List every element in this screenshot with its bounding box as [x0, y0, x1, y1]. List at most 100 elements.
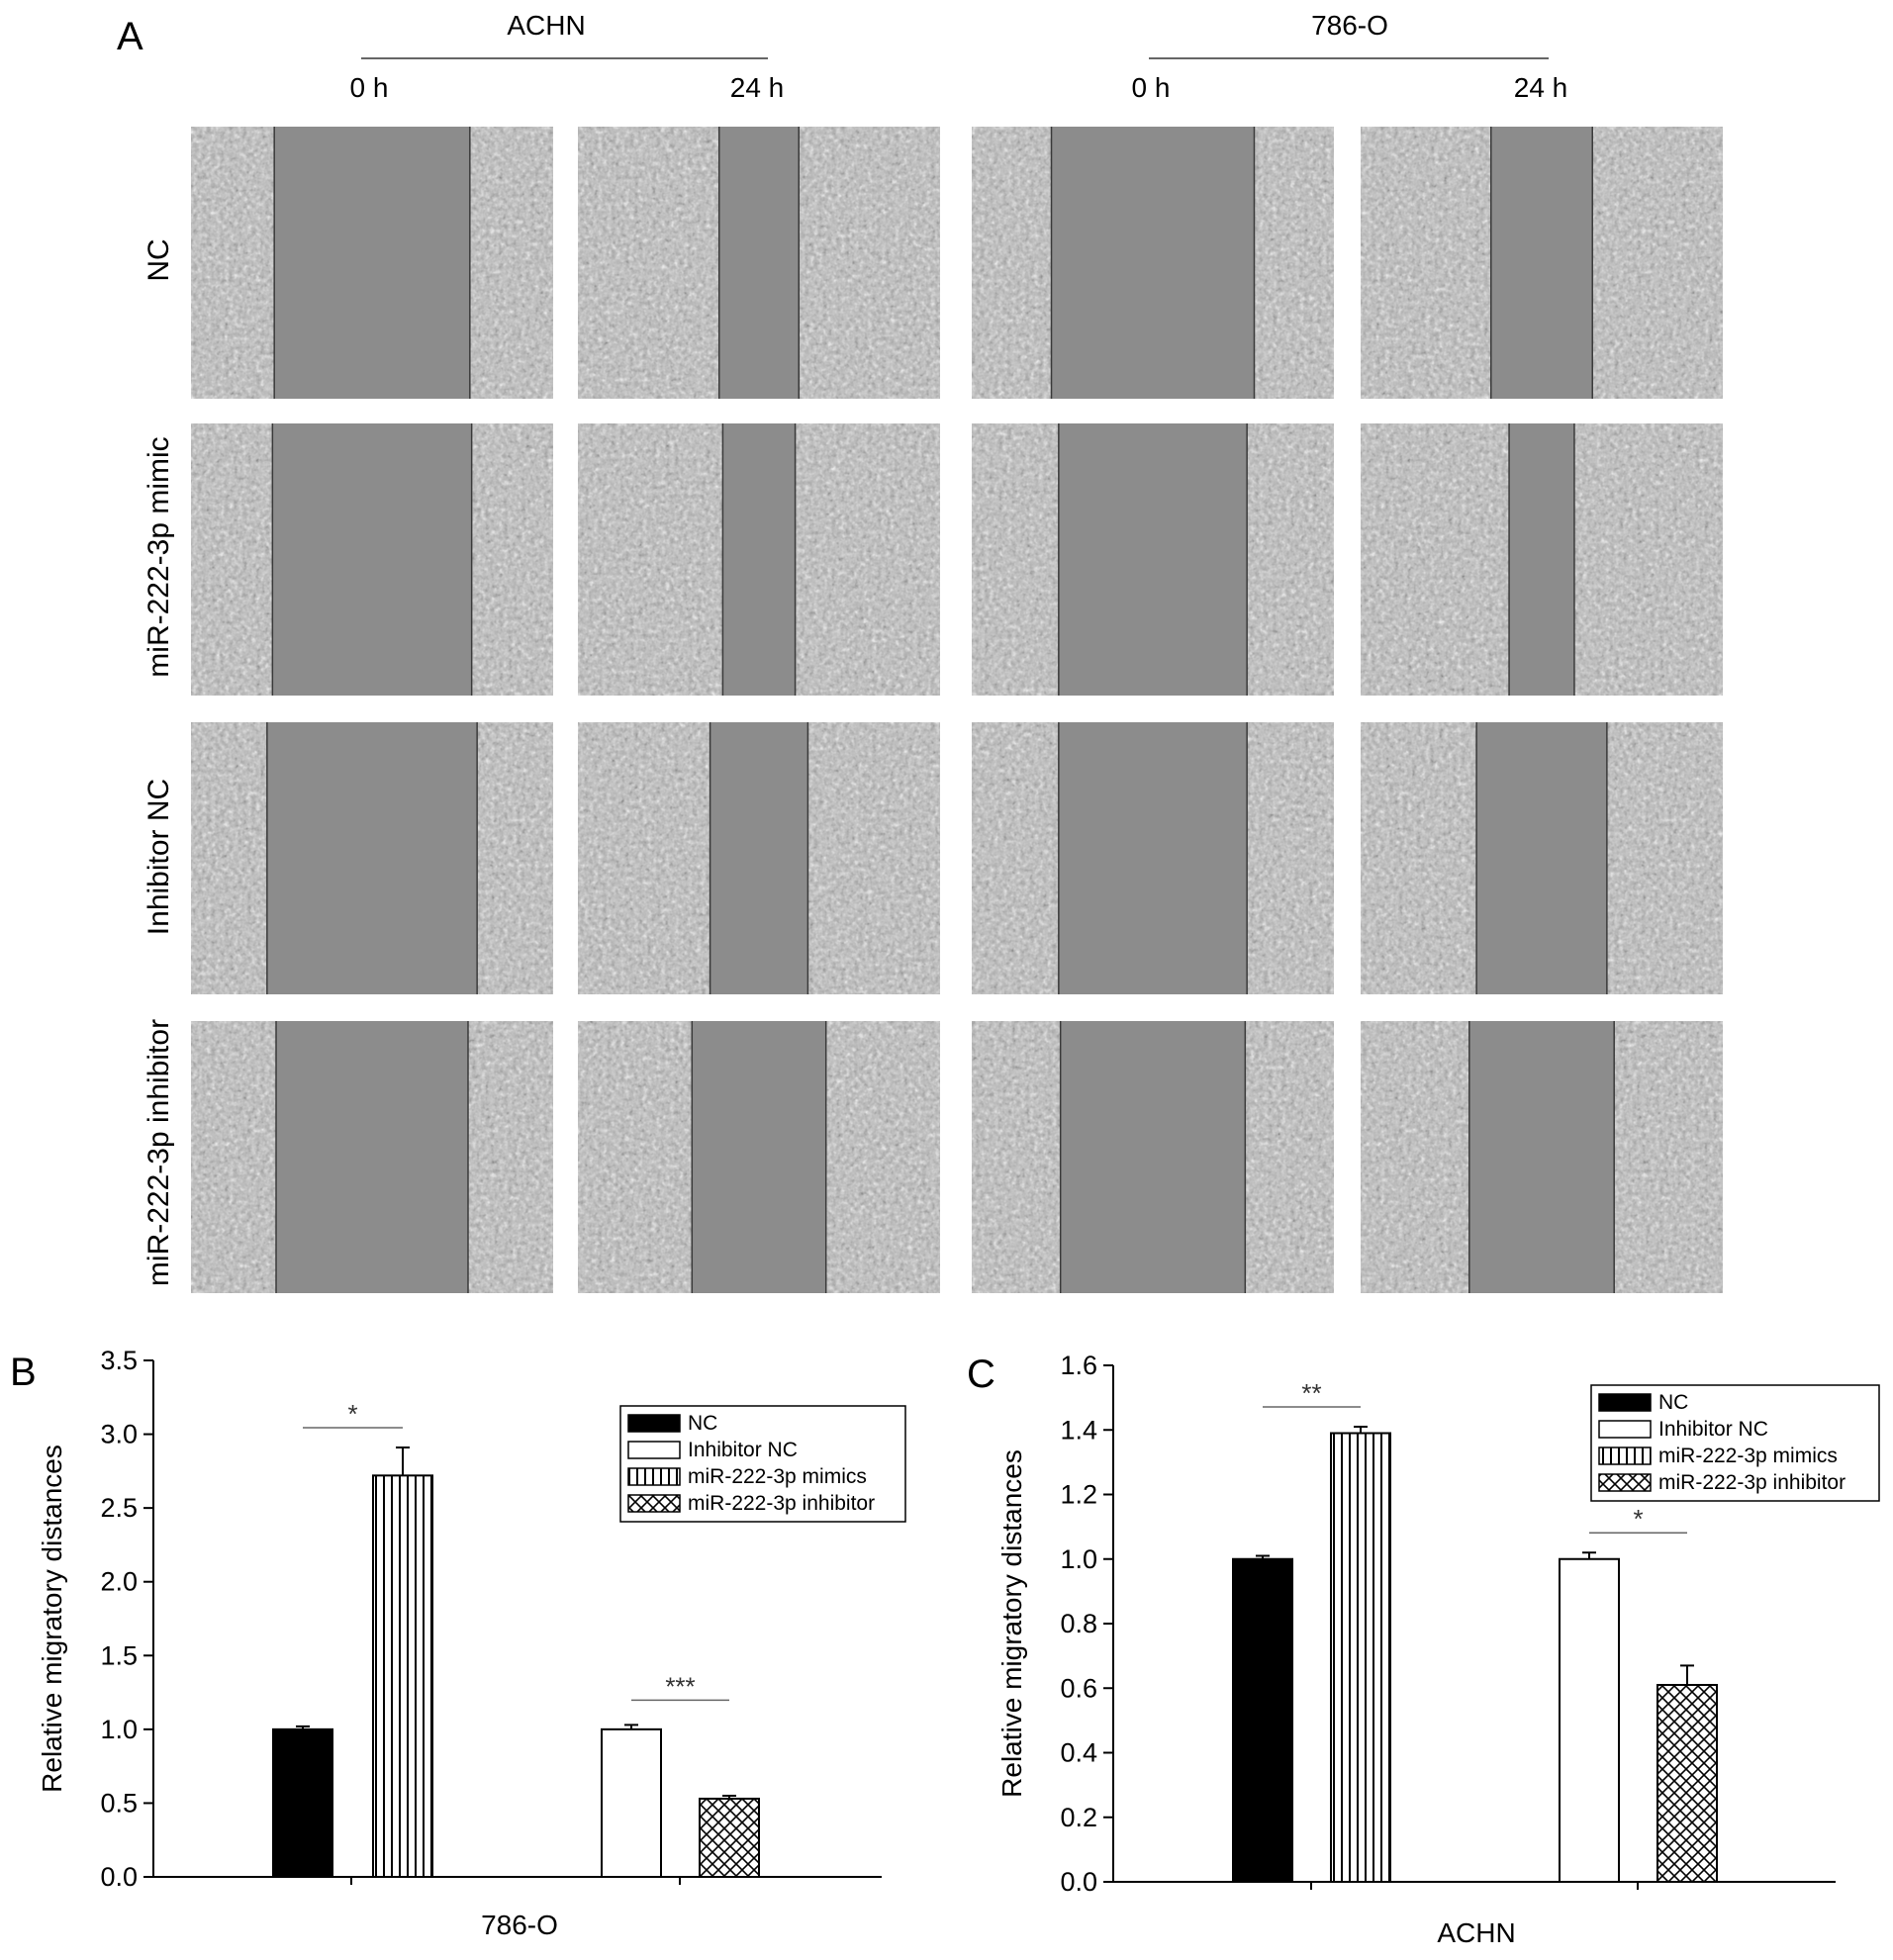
legend-entry: miR-222-3p inhibitor	[1658, 1471, 1846, 1494]
panel-b-letter: B	[10, 1351, 37, 1394]
legend-entry: Inhibitor NC	[1658, 1418, 1768, 1441]
legend-entry: NC	[688, 1412, 717, 1435]
time-label-786o-0h: 0 h	[1132, 72, 1171, 103]
bar-mir-222-3p-inhibitor	[699, 1797, 760, 1879]
panel-a-letter: A	[117, 15, 143, 58]
wound-gap	[1476, 722, 1607, 994]
row-label-mimic: miR-222-3p mimic	[142, 436, 175, 677]
micrograph-r1-786o-24h	[1361, 127, 1723, 399]
micrograph-r4-786o-0h	[972, 1021, 1334, 1293]
wound-gap	[1051, 127, 1255, 399]
y-tick-label: 1.6	[1060, 1351, 1097, 1380]
wound-gap	[266, 722, 478, 994]
y-tick-label: 1.4	[1060, 1415, 1097, 1445]
legend-swatch	[1598, 1473, 1652, 1492]
bar-nc	[272, 1727, 333, 1879]
chart-c: 0.0 0.2 0.4 0.6 0.8 1.0 1.2 1.4 1.6 Relative migr…	[996, 1351, 1880, 1948]
wound-gap	[692, 1021, 826, 1293]
panel-c-letter: C	[967, 1353, 995, 1396]
row-label-inhibitor-nc: Inhibitor NC	[142, 779, 175, 935]
wound-gap	[1490, 127, 1593, 399]
micrograph-r3-achn-0h	[191, 722, 553, 994]
legend-swatch	[627, 1441, 681, 1459]
row-label-nc: NC	[142, 238, 175, 281]
y-tick-label: 1.0	[1060, 1544, 1097, 1574]
legend-swatch	[627, 1414, 681, 1433]
y-tick-label: 3.0	[100, 1420, 138, 1449]
y-tick-label: 0.8	[1060, 1609, 1097, 1638]
y-tick-label: 2.0	[100, 1567, 138, 1597]
y-tick-label: 0.5	[100, 1788, 138, 1818]
wound-gap	[718, 127, 800, 399]
time-label-achn-24h: 24 h	[730, 72, 785, 103]
micrograph-grid	[191, 127, 1723, 1293]
y-tick-label: 0.6	[1060, 1673, 1097, 1703]
micrograph-r1-achn-0h	[191, 127, 553, 399]
micrograph-r3-achn-24h	[578, 722, 940, 994]
legend-entry: NC	[1658, 1391, 1688, 1414]
y-axis-label: Relative migratory distances	[37, 1445, 67, 1793]
y-tick-label: 0.2	[1060, 1803, 1097, 1832]
bar-mir-222-3p-mimics	[1330, 1432, 1391, 1883]
legend-swatch	[1598, 1447, 1652, 1465]
panel-c: C 0.0 0.2 0.4 0.6 0.8 1.0 1.2 1.4 1.6 Relative mi…	[967, 1351, 1880, 1948]
bar-inhibitor-nc	[1559, 1557, 1620, 1883]
cell-line-label-786o: 786-O	[1311, 10, 1388, 41]
legend-entry: Inhibitor NC	[688, 1439, 798, 1461]
significance-stars: *	[1633, 1504, 1643, 1534]
bar-inhibitor-nc	[601, 1727, 662, 1879]
bar-nc	[1232, 1557, 1293, 1883]
legend-swatch	[1598, 1393, 1652, 1412]
significance-stars: *	[347, 1399, 357, 1429]
y-tick-label: 0.0	[1060, 1867, 1097, 1897]
wound-gap	[1060, 1021, 1246, 1293]
y-tick-label: 0.0	[100, 1862, 138, 1892]
bar-mir-222-3p-mimics	[372, 1474, 433, 1878]
wound-gap	[1058, 722, 1248, 994]
panel-b: B 0.0 0.5 1.0 1.5 2.0 2.5 3.0 3.5 Relative migra…	[10, 1346, 906, 1940]
legend-entry: miR-222-3p mimics	[688, 1465, 867, 1488]
y-tick-label: 0.4	[1060, 1738, 1097, 1768]
legend-entry: miR-222-3p mimics	[1658, 1445, 1838, 1467]
micrograph-r4-achn-24h	[578, 1021, 940, 1293]
wound-gap	[274, 127, 470, 399]
cell-line-label-achn: ACHN	[507, 10, 585, 41]
micrograph-r4-achn-0h	[191, 1021, 553, 1293]
wound-gap	[1509, 423, 1574, 696]
y-tick-label: 1.0	[100, 1715, 138, 1744]
chart-b: 0.0 0.5 1.0 1.5 2.0 2.5 3.0 3.5 Relative migrato…	[37, 1346, 906, 1940]
y-tick-label: 1.2	[1060, 1480, 1097, 1510]
legend-entry: miR-222-3p inhibitor	[688, 1492, 875, 1515]
micrograph-r2-786o-24h	[1361, 423, 1723, 696]
bar-mir-222-3p-inhibitor	[1656, 1683, 1718, 1884]
x-axis-label: 786-O	[481, 1910, 558, 1940]
wound-gap	[1058, 423, 1248, 696]
wound-gap	[722, 423, 796, 696]
x-axis-label: ACHN	[1437, 1917, 1515, 1948]
wound-gap	[272, 423, 472, 696]
micrograph-r3-786o-24h	[1361, 722, 1723, 994]
micrograph-r3-786o-0h	[972, 722, 1334, 994]
wound-gap	[1468, 1021, 1615, 1293]
legend-swatch	[627, 1494, 681, 1513]
y-tick-label: 3.5	[100, 1346, 138, 1375]
micrograph-r1-786o-0h	[972, 127, 1334, 399]
legend-swatch	[627, 1467, 681, 1486]
time-label-786o-24h: 24 h	[1514, 72, 1568, 103]
wound-gap	[276, 1021, 468, 1293]
micrograph-r2-achn-0h	[191, 423, 553, 696]
y-tick-label: 2.5	[100, 1493, 138, 1523]
micrograph-r2-achn-24h	[578, 423, 940, 696]
micrograph-r2-786o-0h	[972, 423, 1334, 696]
y-tick-label: 1.5	[100, 1640, 138, 1670]
time-label-achn-0h: 0 h	[350, 72, 389, 103]
row-label-inhibitor: miR-222-3p inhibitor	[142, 1019, 175, 1286]
micrograph-r1-achn-24h	[578, 127, 940, 399]
legend-swatch	[1598, 1420, 1652, 1439]
y-axis-label: Relative migratory distances	[996, 1449, 1027, 1798]
significance-stars: **	[1301, 1378, 1321, 1408]
micrograph-r4-786o-24h	[1361, 1021, 1723, 1293]
panel-a: A ACHN 0 h 24 h 786-O 0 h 24 h NC miR-22…	[117, 10, 1723, 1293]
significance-stars: ***	[665, 1671, 695, 1701]
